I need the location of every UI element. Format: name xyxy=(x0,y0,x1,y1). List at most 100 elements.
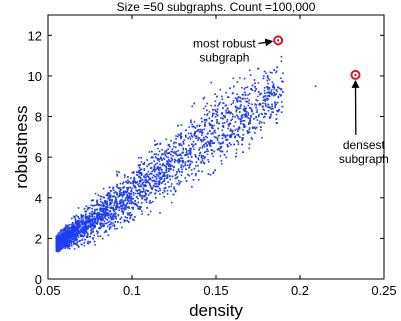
data-point xyxy=(187,132,190,135)
data-point xyxy=(162,173,165,176)
data-point xyxy=(140,172,143,174)
data-point xyxy=(68,240,70,242)
data-point xyxy=(273,69,275,71)
data-point xyxy=(91,219,93,222)
data-point xyxy=(229,111,231,114)
data-point xyxy=(187,156,190,159)
data-point xyxy=(92,204,94,207)
data-point xyxy=(135,189,137,192)
data-point xyxy=(157,153,160,156)
data-point xyxy=(268,95,271,98)
data-point xyxy=(74,218,77,221)
data-point xyxy=(61,232,64,235)
data-point xyxy=(78,220,80,222)
data-point xyxy=(168,165,170,168)
data-point xyxy=(237,143,240,146)
data-point xyxy=(182,161,184,163)
data-point xyxy=(132,182,135,185)
data-point xyxy=(249,119,252,122)
data-point xyxy=(105,214,108,216)
data-point xyxy=(227,145,230,148)
data-point xyxy=(90,215,92,218)
data-point xyxy=(269,115,272,118)
data-point xyxy=(223,122,226,124)
data-point xyxy=(176,176,179,178)
data-point xyxy=(278,87,281,90)
data-point xyxy=(107,221,110,223)
data-point xyxy=(249,74,252,76)
data-point xyxy=(212,172,214,174)
data-point xyxy=(252,127,254,130)
data-point xyxy=(111,218,113,221)
data-point xyxy=(118,207,120,209)
data-point xyxy=(200,162,202,164)
data-point xyxy=(225,104,227,107)
data-point xyxy=(114,201,116,204)
data-point xyxy=(74,233,77,236)
data-point xyxy=(149,167,152,170)
data-point xyxy=(76,226,79,229)
data-point xyxy=(221,137,224,140)
data-point xyxy=(80,235,83,238)
data-point xyxy=(234,129,237,132)
data-point xyxy=(88,217,91,220)
data-point xyxy=(155,173,158,176)
data-point xyxy=(163,190,166,193)
data-point xyxy=(267,92,269,94)
data-point xyxy=(178,144,181,147)
data-point xyxy=(209,123,211,125)
data-point xyxy=(209,142,211,145)
data-point xyxy=(93,210,96,212)
data-point xyxy=(153,160,155,163)
data-point xyxy=(205,109,208,112)
data-point xyxy=(200,139,202,141)
data-point xyxy=(115,217,118,220)
data-point xyxy=(155,177,158,180)
data-point xyxy=(275,70,278,72)
data-point xyxy=(236,107,239,109)
data-point xyxy=(194,127,197,129)
data-point xyxy=(154,156,157,158)
data-point xyxy=(96,200,98,203)
data-point xyxy=(132,202,135,205)
data-point xyxy=(189,151,192,154)
data-point xyxy=(126,212,129,215)
data-point xyxy=(117,214,120,217)
data-point xyxy=(111,216,113,218)
data-point xyxy=(101,222,104,225)
data-point xyxy=(85,215,88,218)
data-point xyxy=(267,103,270,106)
data-point xyxy=(195,173,197,175)
data-point xyxy=(238,107,240,110)
data-point xyxy=(205,118,208,121)
data-point xyxy=(149,185,152,187)
data-point xyxy=(189,150,192,153)
data-point xyxy=(149,192,151,195)
data-point xyxy=(278,93,281,96)
data-point xyxy=(219,101,221,104)
data-point xyxy=(260,129,262,131)
data-point xyxy=(90,228,93,231)
data-point xyxy=(159,193,161,195)
data-point xyxy=(134,192,137,195)
data-point xyxy=(236,101,239,103)
data-point xyxy=(66,226,69,228)
data-point xyxy=(134,200,136,202)
data-point xyxy=(127,213,129,216)
data-point xyxy=(180,133,182,136)
data-point xyxy=(160,176,162,179)
data-point xyxy=(172,155,174,157)
data-point xyxy=(281,80,283,83)
data-point xyxy=(189,149,191,152)
data-point xyxy=(151,150,153,153)
data-point xyxy=(194,135,197,138)
data-point xyxy=(113,204,115,207)
data-point xyxy=(226,96,229,98)
data-point xyxy=(180,132,182,135)
data-point xyxy=(213,150,215,153)
data-point xyxy=(106,194,109,197)
data-point xyxy=(80,229,82,232)
data-point xyxy=(143,176,146,179)
data-point xyxy=(212,142,214,144)
data-point xyxy=(123,194,125,196)
